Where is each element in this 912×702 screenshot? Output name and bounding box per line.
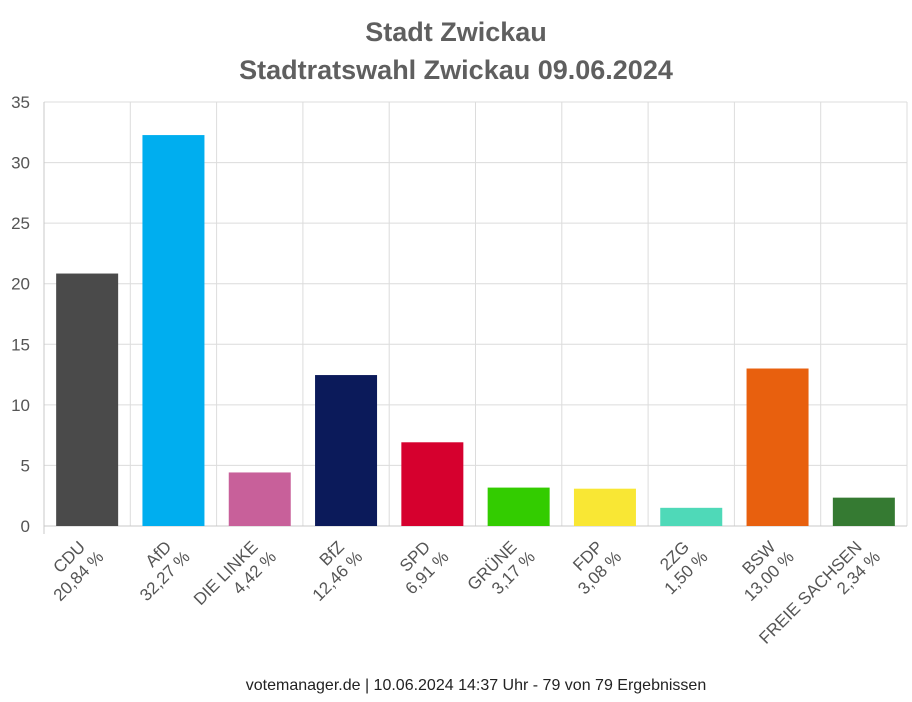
- y-tick-label: 0: [21, 517, 30, 536]
- y-tick-label: 25: [11, 214, 30, 233]
- bar-2zg: [660, 507, 723, 526]
- chart-title: Stadt Zwickau: [365, 17, 547, 47]
- y-tick-label: 30: [11, 154, 30, 173]
- bar-afd: [142, 135, 205, 526]
- y-tick-label: 20: [11, 275, 30, 294]
- y-tick-label: 10: [11, 396, 30, 415]
- bar-cdu: [56, 273, 119, 526]
- chart-subtitle: Stadtratswahl Zwickau 09.06.2024: [239, 55, 673, 85]
- bar-gr-ne: [487, 487, 550, 526]
- chart-footer: votemanager.de | 10.06.2024 14:37 Uhr - …: [246, 677, 706, 694]
- bar-freie-sachsen: [832, 497, 895, 526]
- bar-fdp: [573, 488, 636, 526]
- bar-die-linke: [228, 472, 291, 526]
- y-tick-label: 35: [11, 93, 30, 112]
- bar-bfz: [315, 375, 378, 526]
- y-tick-label: 15: [11, 335, 30, 354]
- bar-spd: [401, 442, 464, 526]
- bars: [56, 135, 895, 526]
- y-tick-label: 5: [21, 456, 30, 475]
- bar-bsw: [746, 368, 809, 526]
- y-axis-ticks: 0 5 10 15 20 25 30 35: [11, 93, 30, 536]
